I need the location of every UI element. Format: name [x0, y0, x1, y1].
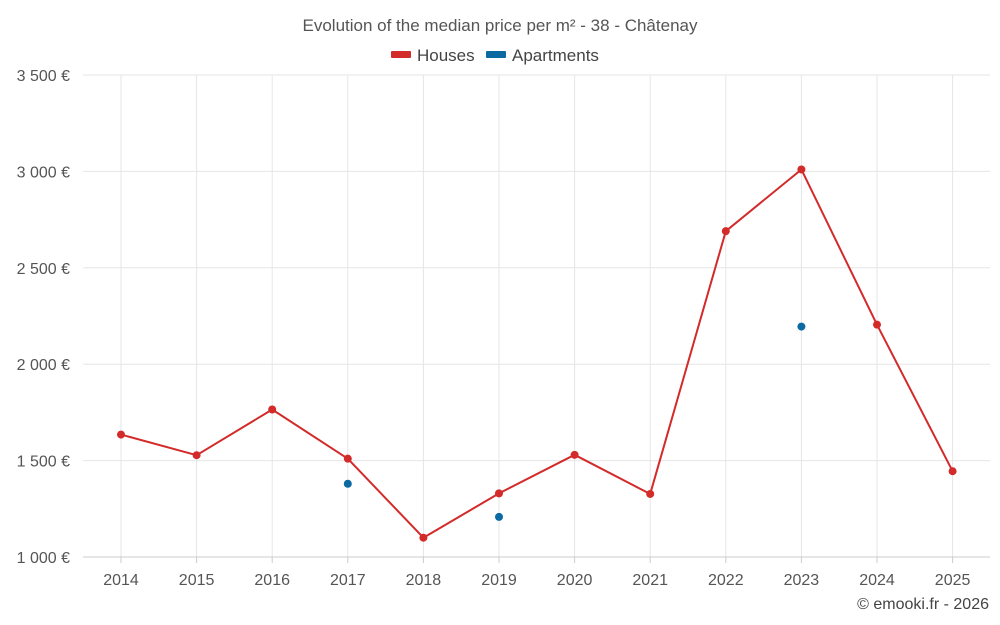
x-tick-label: 2022	[708, 572, 744, 589]
x-tick-label: 2014	[103, 572, 139, 589]
data-point-houses[interactable]	[948, 467, 957, 476]
y-tick-label: 3 000 €	[17, 164, 70, 181]
legend-swatch-apartments	[486, 51, 506, 58]
x-tick-label: 2018	[406, 572, 442, 589]
axes: 1 000 € 1 500 € 2 000 € 2 500 € 3 000 € 3 500…	[17, 68, 990, 589]
x-tick-label: 2016	[254, 572, 290, 589]
x-tick-label: 2021	[632, 572, 668, 589]
data-point-houses[interactable]	[268, 405, 277, 414]
data-point-houses[interactable]	[873, 320, 881, 329]
x-tick-label: 2017	[330, 572, 366, 589]
data-point-apartments[interactable]	[495, 512, 503, 521]
x-tick-label: 2024	[859, 572, 895, 589]
credit-text: © emooki.fr - 2026	[857, 596, 989, 613]
legend-item-houses[interactable]: Houses	[391, 46, 475, 65]
data-point-houses[interactable]	[570, 450, 579, 459]
data-point-houses[interactable]	[117, 430, 125, 439]
y-tick-label: 2 000 €	[17, 357, 70, 374]
grid	[83, 74, 990, 557]
y-tick-label: 1 500 €	[17, 454, 70, 471]
x-tick-label: 2020	[557, 572, 593, 589]
x-tick-label: 2015	[179, 572, 215, 589]
legend-swatch-houses	[391, 51, 411, 58]
series	[117, 165, 957, 542]
data-point-apartments[interactable]	[343, 479, 352, 488]
legend-label-apartments: Apartments	[512, 46, 599, 65]
series-line-houses	[120, 168, 954, 539]
data-point-houses[interactable]	[721, 227, 730, 236]
y-tick-label: 2 500 €	[17, 261, 70, 278]
legend-item-apartments[interactable]: Apartments	[486, 46, 599, 65]
y-tick-label: 1 000 €	[17, 550, 70, 567]
data-point-houses[interactable]	[343, 454, 352, 463]
data-point-apartments[interactable]	[797, 322, 806, 331]
data-point-houses[interactable]	[646, 489, 655, 498]
legend: Houses Apartments	[391, 46, 599, 65]
x-tick-label: 2023	[784, 572, 820, 589]
data-point-houses[interactable]	[419, 533, 428, 542]
chart-title: Evolution of the median price per m² - 3…	[303, 16, 698, 35]
data-point-houses[interactable]	[797, 165, 806, 174]
x-tick-label: 2019	[481, 572, 517, 589]
data-point-houses[interactable]	[495, 489, 503, 498]
x-tick-label: 2025	[935, 572, 971, 589]
y-tick-label: 3 500 €	[17, 68, 70, 85]
data-point-houses[interactable]	[192, 451, 201, 460]
legend-label-houses: Houses	[417, 46, 475, 65]
